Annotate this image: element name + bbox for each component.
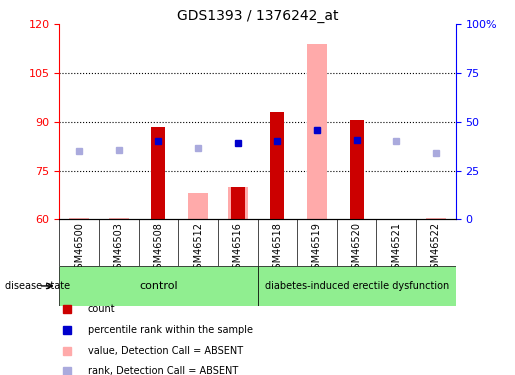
Text: GSM46516: GSM46516	[233, 222, 243, 274]
Text: GSM46512: GSM46512	[193, 222, 203, 275]
Bar	[151, 127, 165, 219]
Text: GSM46519: GSM46519	[312, 222, 322, 274]
Text: GSM46518: GSM46518	[272, 222, 282, 274]
Text: rank, Detection Call = ABSENT: rank, Detection Call = ABSENT	[88, 366, 238, 375]
Bar	[228, 187, 248, 219]
Title: GDS1393 / 1376242_at: GDS1393 / 1376242_at	[177, 9, 338, 23]
Bar	[59, 266, 258, 306]
Text: disease state: disease state	[5, 281, 70, 291]
Bar	[270, 112, 284, 219]
Bar	[307, 44, 327, 219]
Text: GSM46503: GSM46503	[114, 222, 124, 274]
Text: GSM46508: GSM46508	[153, 222, 163, 274]
Text: GSM46522: GSM46522	[431, 222, 441, 275]
Text: diabetes-induced erectile dysfunction: diabetes-induced erectile dysfunction	[265, 281, 449, 291]
Text: GSM46521: GSM46521	[391, 222, 401, 275]
Bar	[426, 218, 446, 219]
Bar	[69, 218, 89, 219]
Text: count: count	[88, 304, 115, 314]
Bar	[188, 194, 208, 219]
Text: value, Detection Call = ABSENT: value, Detection Call = ABSENT	[88, 346, 243, 355]
Bar	[231, 187, 245, 219]
Text: control: control	[139, 281, 178, 291]
Text: percentile rank within the sample: percentile rank within the sample	[88, 325, 252, 335]
Bar	[258, 266, 456, 306]
Text: GSM46500: GSM46500	[74, 222, 84, 274]
Bar	[109, 218, 129, 219]
Text: GSM46520: GSM46520	[352, 222, 362, 275]
Bar	[350, 120, 364, 219]
